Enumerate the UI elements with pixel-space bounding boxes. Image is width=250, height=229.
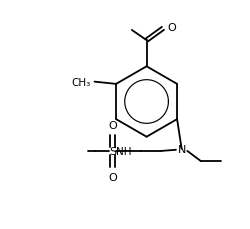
Text: O: O: [108, 172, 117, 183]
Text: N: N: [178, 144, 186, 154]
Text: S: S: [109, 146, 116, 156]
Text: O: O: [167, 23, 176, 33]
Text: O: O: [108, 120, 117, 130]
Text: NH: NH: [116, 146, 132, 156]
Text: CH₃: CH₃: [72, 77, 91, 87]
